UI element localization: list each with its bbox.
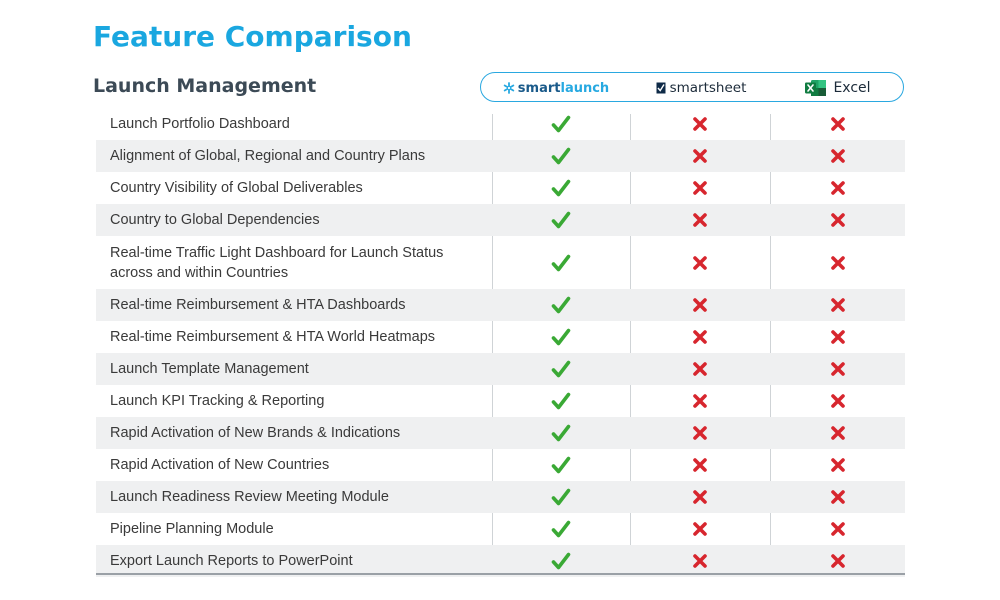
table-row: Alignment of Global, Regional and Countr… xyxy=(96,140,905,172)
product-header-pill: smartlaunch smartsheet xyxy=(480,72,904,102)
smartsheet-cross-icon xyxy=(630,353,770,385)
excel-cross-icon xyxy=(770,140,905,172)
table-row: Country to Global Dependencies xyxy=(96,204,905,236)
smartlaunch-check-icon xyxy=(492,481,630,513)
excel-cross-icon xyxy=(770,481,905,513)
smartlaunch-check-icon xyxy=(492,204,630,236)
excel-cross-icon xyxy=(770,449,905,481)
excel-cross-icon xyxy=(770,321,905,353)
excel-cross-icon xyxy=(770,289,905,321)
feature-label: Launch Template Management xyxy=(110,361,309,377)
feature-label: Real-time Traffic Light Dashboard for La… xyxy=(110,244,444,281)
feature-label: Alignment of Global, Regional and Countr… xyxy=(110,148,426,164)
excel-cross-icon xyxy=(770,513,905,545)
smartlaunch-check-icon xyxy=(492,236,630,289)
smartlaunch-check-icon xyxy=(492,385,630,417)
smartsheet-cross-icon xyxy=(630,417,770,449)
table-row: Launch KPI Tracking & Reporting xyxy=(96,385,905,417)
table-row: Export Launch Reports to PowerPoint xyxy=(96,545,905,577)
excel-cross-icon xyxy=(770,108,905,140)
column-divider xyxy=(770,114,771,572)
feature-label: Country Visibility of Global Deliverable… xyxy=(110,180,363,196)
smartsheet-cross-icon xyxy=(630,172,770,204)
smartsheet-name: smartsheet xyxy=(669,80,747,96)
smartsheet-cross-icon xyxy=(630,108,770,140)
smartlaunch-check-icon xyxy=(492,289,630,321)
table-bottom-border xyxy=(96,573,905,575)
table-row: Rapid Activation of New Brands & Indicat… xyxy=(96,417,905,449)
feature-label: Pipeline Planning Module xyxy=(110,521,274,537)
excel-cross-icon xyxy=(770,172,905,204)
smartsheet-cross-icon xyxy=(630,481,770,513)
smartlaunch-check-icon xyxy=(492,449,630,481)
smartsheet-cross-icon xyxy=(630,513,770,545)
table-row: Rapid Activation of New Countries xyxy=(96,449,905,481)
smartlaunch-check-icon xyxy=(492,172,630,204)
excel-logo: Excel xyxy=(771,73,905,103)
smartlaunch-check-icon xyxy=(492,140,630,172)
smartlaunch-check-icon xyxy=(492,108,630,140)
smartlaunch-check-icon xyxy=(492,545,630,577)
table-row: Launch Portfolio Dashboard xyxy=(96,108,905,140)
smartsheet-cross-icon xyxy=(630,236,770,289)
table-row: Launch Readiness Review Meeting Module xyxy=(96,481,905,513)
smartsheet-cross-icon xyxy=(630,321,770,353)
excel-cross-icon xyxy=(770,353,905,385)
smartsheet-cross-icon xyxy=(630,289,770,321)
smartsheet-cross-icon xyxy=(630,545,770,577)
feature-label: Real-time Reimbursement & HTA Dashboards xyxy=(110,297,406,313)
excel-cross-icon xyxy=(770,236,905,289)
column-divider xyxy=(630,114,631,572)
smartsheet-logo: smartsheet xyxy=(631,73,771,103)
feature-label: Rapid Activation of New Brands & Indicat… xyxy=(110,425,401,441)
table-row: Real-time Reimbursement & HTA World Heat… xyxy=(96,321,905,353)
feature-label: Launch Readiness Review Meeting Module xyxy=(110,489,389,505)
feature-label: Launch Portfolio Dashboard xyxy=(110,116,290,132)
column-divider xyxy=(492,114,493,572)
excel-cross-icon xyxy=(770,204,905,236)
feature-label: Export Launch Reports to PowerPoint xyxy=(110,553,353,569)
excel-name: Excel xyxy=(833,80,871,96)
smartlaunch-check-icon xyxy=(492,353,630,385)
snowflake-icon xyxy=(503,82,515,94)
table-row: Country Visibility of Global Deliverable… xyxy=(96,172,905,204)
excel-cross-icon xyxy=(770,417,905,449)
table-row: Real-time Traffic Light Dashboard for La… xyxy=(96,236,905,289)
feature-label: Launch KPI Tracking & Reporting xyxy=(110,393,325,409)
table-row: Pipeline Planning Module xyxy=(96,513,905,545)
smartsheet-check-icon xyxy=(656,82,666,94)
smartlaunch-check-icon xyxy=(492,321,630,353)
section-title: Launch Management xyxy=(93,75,317,97)
feature-label: Real-time Reimbursement & HTA World Heat… xyxy=(110,329,436,345)
smartsheet-cross-icon xyxy=(630,140,770,172)
smartlaunch-check-icon xyxy=(492,417,630,449)
page-title: Feature Comparison xyxy=(93,20,412,53)
smartlaunch-logo: smartlaunch xyxy=(481,73,631,103)
smartsheet-cross-icon xyxy=(630,385,770,417)
table-row: Launch Template Management xyxy=(96,353,905,385)
smartsheet-cross-icon xyxy=(630,449,770,481)
feature-table: Launch Portfolio Dashboard Alignment of G… xyxy=(96,108,905,577)
table-row: Real-time Reimbursement & HTA Dashboards xyxy=(96,289,905,321)
smartlaunch-check-icon xyxy=(492,513,630,545)
feature-label: Rapid Activation of New Countries xyxy=(110,457,330,473)
feature-label: Country to Global Dependencies xyxy=(110,212,320,228)
excel-cross-icon xyxy=(770,385,905,417)
excel-cross-icon xyxy=(770,545,905,577)
smartsheet-cross-icon xyxy=(630,204,770,236)
smartlaunch-wordmark: smartlaunch xyxy=(517,80,610,96)
excel-icon xyxy=(805,79,827,97)
